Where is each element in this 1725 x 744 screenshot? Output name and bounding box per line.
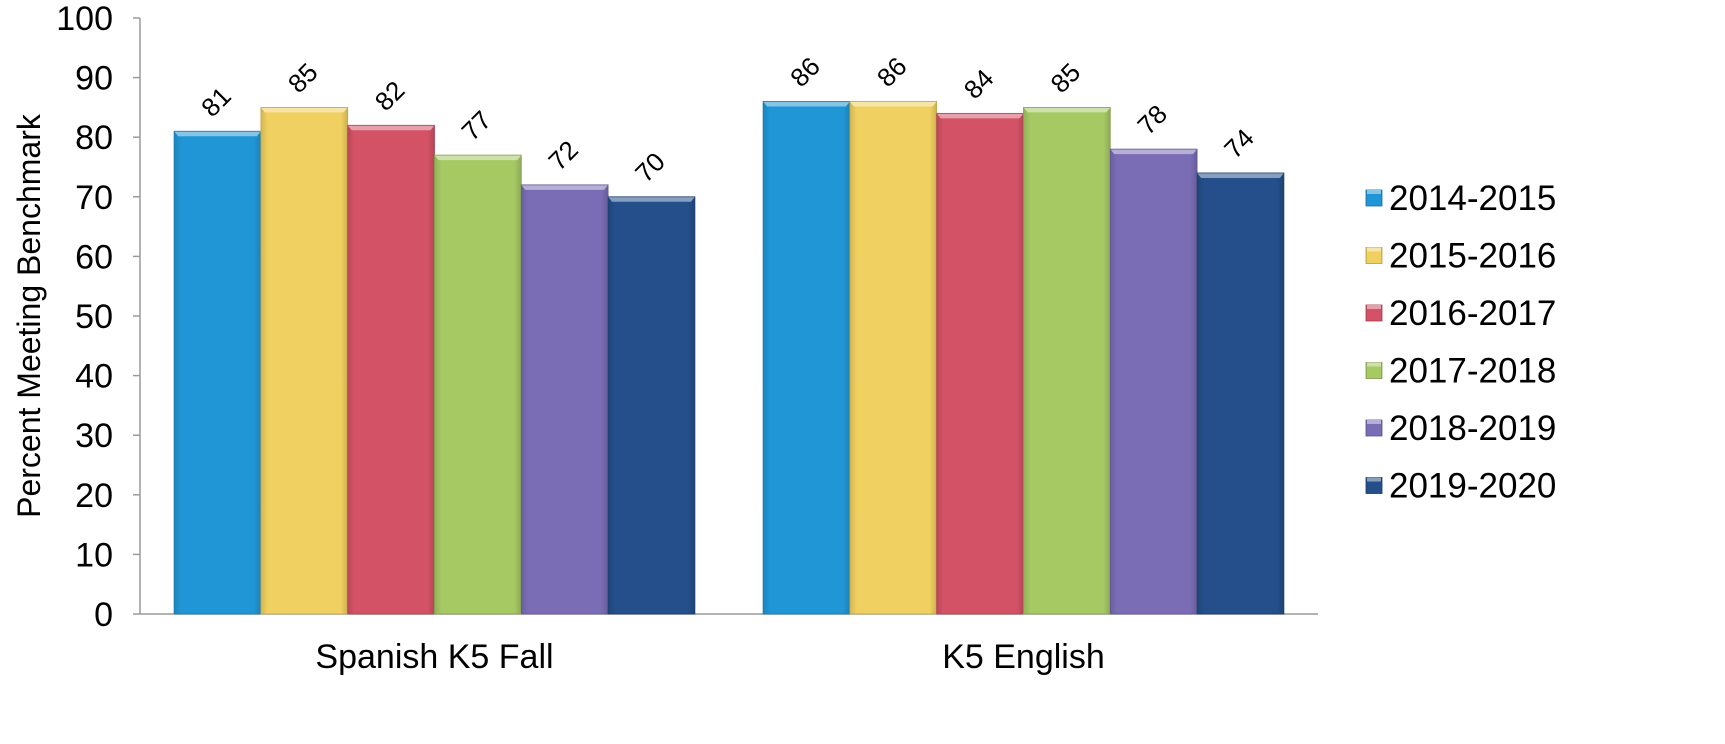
legend-label: 2015-2016	[1389, 237, 1556, 276]
bar-top-bevel	[763, 101, 850, 107]
bar	[936, 113, 1024, 615]
legend-swatch-highlight	[1367, 420, 1381, 424]
legend: 2014-2015 2015-2016 2016-2017 2017-2018 2018…	[1365, 179, 1556, 506]
data-label: 81	[195, 81, 237, 123]
bar-top-bevel	[347, 125, 435, 131]
bar	[608, 196, 695, 615]
legend-swatch-highlight	[1367, 305, 1381, 309]
y-tick-label: 0	[94, 596, 113, 634]
bar-outline	[1196, 172, 1285, 615]
bar-top-bevel	[1110, 149, 1198, 155]
y-axis-title: Percent Meeting Benchmark	[11, 113, 47, 518]
y-tick-label: 40	[75, 358, 113, 396]
bar	[174, 131, 261, 615]
bar	[1023, 107, 1111, 615]
data-label: 85	[1045, 57, 1087, 99]
legend-item: 2019-2020	[1365, 467, 1556, 506]
y-tick-label: 90	[75, 60, 113, 98]
y-axis: 0 10 20 30 40 50 60 70 80 90 100	[56, 0, 141, 634]
y-tick-label: 100	[56, 0, 113, 38]
legend-swatch-highlight	[1367, 247, 1381, 252]
y-tick-label: 80	[75, 119, 113, 157]
bar-top-bevel	[260, 107, 348, 113]
data-label: 72	[542, 135, 584, 177]
legend-swatch-highlight	[1367, 477, 1381, 482]
bar-top-bevel	[174, 131, 261, 137]
y-tick-label: 20	[75, 477, 113, 515]
bar	[521, 184, 609, 614]
legend-label: 2018-2019	[1389, 409, 1556, 448]
y-tick-label: 30	[75, 417, 113, 455]
data-label: 85	[282, 57, 324, 99]
y-tick-label: 70	[75, 179, 113, 217]
data-label: 70	[629, 146, 671, 188]
bar-top-bevel	[521, 184, 609, 190]
data-label: 77	[456, 105, 498, 147]
x-category-label: K5 English	[942, 638, 1105, 676]
legend-label: 2017-2018	[1389, 352, 1556, 391]
bar-top-bevel	[936, 113, 1024, 119]
legend-item: 2018-2019	[1365, 409, 1556, 448]
bar	[434, 155, 522, 614]
legend-label: 2014-2015	[1389, 179, 1556, 218]
bar-outline	[607, 196, 696, 615]
y-tick-label: 10	[75, 536, 113, 574]
y-tick-label: 60	[75, 238, 113, 276]
bars	[173, 101, 1285, 615]
bar-top-bevel	[434, 155, 522, 161]
legend-item: 2016-2017	[1365, 294, 1556, 333]
bar	[347, 125, 435, 614]
y-tick-label: 50	[75, 298, 113, 336]
data-label: 84	[958, 63, 1000, 105]
bar	[763, 101, 850, 614]
bar	[260, 107, 348, 615]
data-label: 78	[1131, 99, 1173, 141]
legend-item: 2015-2016	[1365, 237, 1556, 276]
data-label: 86	[871, 51, 913, 93]
legend-item: 2017-2018	[1365, 352, 1556, 391]
bar	[849, 101, 937, 614]
legend-label: 2019-2020	[1389, 467, 1556, 506]
bar-top-bevel	[1197, 172, 1284, 178]
bar-top-bevel	[849, 101, 937, 107]
x-axis: Spanish K5 Fall K5 English	[140, 613, 1318, 676]
legend-label: 2016-2017	[1389, 294, 1556, 333]
legend-swatch-highlight	[1367, 362, 1381, 367]
x-category-label: Spanish K5 Fall	[315, 638, 553, 676]
data-label: 74	[1218, 123, 1260, 165]
data-label: 86	[784, 51, 826, 93]
legend-swatch-highlight	[1367, 190, 1381, 194]
bar	[1197, 172, 1284, 614]
data-label: 82	[369, 75, 411, 117]
bar-top-bevel	[1023, 107, 1111, 113]
legend-item: 2014-2015	[1365, 179, 1556, 218]
bar	[1110, 149, 1198, 614]
bar-top-bevel	[608, 196, 695, 202]
